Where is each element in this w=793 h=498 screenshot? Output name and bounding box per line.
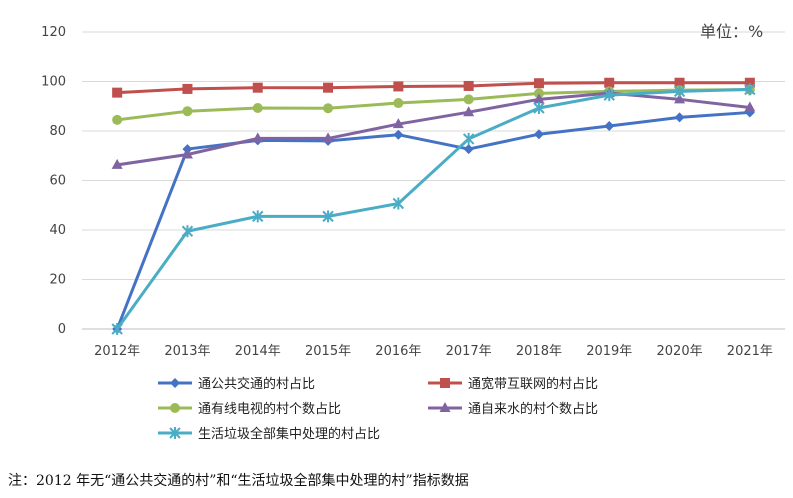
- series-line-3: [115, 88, 752, 122]
- series-5-point: [673, 85, 686, 98]
- y-tick-label: 60: [49, 174, 66, 189]
- legend-marker-3: [170, 403, 180, 413]
- legend-marker-1: [170, 378, 180, 388]
- series-4-point: [322, 132, 334, 143]
- series-1-point: [604, 121, 615, 132]
- series-2-point: [533, 78, 544, 89]
- series-4-point: [111, 158, 123, 169]
- series-4-point: [463, 106, 475, 117]
- series-5-point: [181, 225, 194, 238]
- series-3-point: [323, 103, 334, 114]
- series-2-point: [674, 77, 685, 88]
- series-4-point: [392, 118, 404, 129]
- series-2-point: [463, 80, 474, 91]
- series-2-point: [393, 81, 404, 92]
- series-4-point: [674, 93, 686, 104]
- series-5-point: [603, 89, 615, 102]
- series-5-point: [111, 323, 123, 335]
- series-1-point: [674, 112, 685, 123]
- series-2-point: [604, 77, 615, 88]
- y-tick-label: 80: [49, 124, 66, 139]
- legend-marker-2: [440, 378, 450, 388]
- series-3-point: [182, 106, 193, 117]
- series-3-point: [393, 98, 404, 109]
- x-tick-label: 2020年: [657, 344, 703, 359]
- series-3-point: [112, 114, 123, 125]
- y-tick-label: 40: [49, 223, 66, 238]
- unit-label: 单位：%: [700, 22, 764, 41]
- series-4-point: [252, 132, 264, 143]
- footnote: 注：2012 年无“通公共交通的村”和“生活垃圾全部集中处理的村”指标数据: [8, 473, 469, 489]
- series-4-point: [181, 148, 193, 159]
- series-5-point: [252, 210, 264, 223]
- x-tick-label: 2019年: [586, 344, 632, 359]
- series-5-point: [322, 210, 334, 223]
- series-5-point: [462, 132, 475, 145]
- series-2-point: [182, 83, 193, 94]
- x-tick-label: 2018年: [516, 344, 562, 359]
- x-tick-label: 2016年: [375, 344, 421, 359]
- series-5-point: [392, 197, 405, 210]
- series-line-1: [115, 110, 752, 331]
- y-tick-label: 20: [49, 273, 66, 288]
- series-3-point: [252, 102, 263, 113]
- series-1-point: [533, 129, 544, 140]
- legend-label-1: 通公共交通的村占比: [198, 376, 315, 392]
- series-5-point: [533, 101, 545, 114]
- series-line-4: [115, 91, 752, 167]
- legend-label-3: 通有线电视的村个数占比: [198, 401, 341, 417]
- series-5-point: [744, 83, 756, 96]
- series-line-2: [115, 81, 752, 95]
- x-tick-label: 2021年: [727, 344, 773, 359]
- series-line-5: [115, 87, 752, 331]
- x-tick-label: 2014年: [235, 344, 281, 359]
- legend-label-2: 通宽带互联网的村占比: [468, 376, 598, 392]
- series-2-point: [744, 77, 755, 88]
- legend-marker-5: [169, 427, 181, 439]
- series-1-point: [393, 129, 404, 140]
- y-tick-label: 120: [41, 25, 66, 40]
- legend-label-5: 生活垃圾全部集中处理的村占比: [198, 426, 380, 442]
- legend-label-4: 通自来水的村个数占比: [468, 401, 598, 417]
- series-2-point: [112, 87, 123, 98]
- y-tick-label: 0: [58, 322, 66, 337]
- x-tick-label: 2012年: [94, 344, 140, 359]
- series-2-point: [323, 82, 334, 93]
- series-4-point: [533, 93, 545, 104]
- series-3-point: [463, 94, 474, 105]
- series-4-point: [744, 101, 756, 112]
- series-2-point: [252, 82, 263, 93]
- line-chart: 0 20 40 60 80 100 120 2012年 2013年 2014年 2015年 2016年…: [41, 25, 785, 442]
- x-tick-label: 2013年: [164, 344, 210, 359]
- y-tick-label: 100: [41, 75, 66, 90]
- legend-marker-4: [439, 402, 451, 412]
- x-tick-label: 2017年: [446, 344, 492, 359]
- x-tick-label: 2015年: [305, 344, 351, 359]
- series-1-point: [463, 144, 474, 155]
